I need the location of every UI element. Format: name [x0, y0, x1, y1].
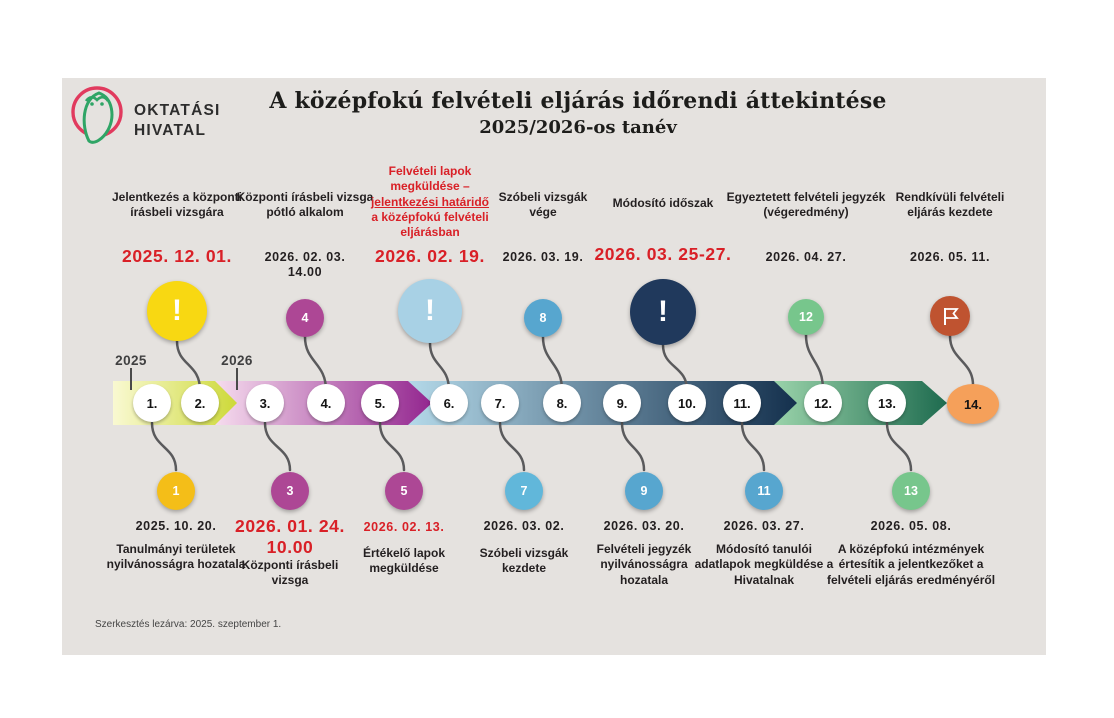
top-event-1-badge: !	[147, 281, 207, 341]
top-event-1-date: 2025. 12. 01.	[122, 246, 232, 266]
connector-bottom-2	[263, 421, 292, 472]
oktatasi-hivatal-logo: OKTATÁSI HIVATAL	[70, 84, 300, 154]
label-part-2: a középfokú felvételi eljárásban	[371, 210, 489, 240]
bottom-event-5-label: Felvételi jegyzék nyilvánosságra hozatal…	[596, 542, 692, 587]
timeline-point-6: 6.	[430, 384, 468, 422]
top-event-6-label: Egyeztetett felvételi jegyzék (végeredmé…	[726, 190, 886, 220]
timeline-point-10: 10.	[668, 384, 706, 422]
top-event-1-label: Jelentkezés a központi írásbeli vizsgára	[111, 190, 243, 220]
timeline-point-3: 3.	[246, 384, 284, 422]
top-event-3-date: 2026. 02. 19.	[375, 246, 485, 266]
connector-top-2	[303, 335, 328, 392]
bottom-event-2-date: 2026. 01. 24. 10.00	[205, 516, 375, 558]
connector-top-7	[948, 334, 975, 387]
top-event-7-badge	[930, 296, 970, 336]
time-line: 14.00	[287, 265, 323, 279]
year-label-2026: 2026	[221, 353, 253, 368]
exclamation-icon: !	[425, 294, 435, 327]
bottom-event-3-badge: 5	[385, 472, 423, 510]
top-event-7-date: 2026. 05. 11.	[909, 250, 991, 264]
page-subtitle: 2025/2026-os tanév	[479, 117, 677, 138]
logo-line2: HIVATAL	[134, 122, 207, 140]
connector-top-3	[428, 341, 451, 392]
top-event-5-date: 2026. 03. 25-27.	[594, 244, 732, 264]
timeline-point-13: 13.	[868, 384, 906, 422]
connector-bottom-7	[885, 421, 913, 472]
top-event-4-label: Szóbeli vizsgák vége	[498, 190, 588, 220]
timeline-point-11: 11.	[723, 384, 761, 422]
bottom-event-1-date: 2025. 10. 20.	[135, 519, 217, 533]
page-title: A középfokú felvételi eljárás időrendi á…	[269, 88, 887, 114]
connector-top-6	[804, 333, 825, 392]
connector-top-4	[541, 335, 564, 392]
top-event-2-label: Központi írásbeli vizsga pótló alkalom	[236, 190, 374, 220]
label-part-underlined: jelentkezési határidő	[370, 194, 490, 209]
bottom-event-4-badge: 7	[505, 472, 543, 510]
bottom-event-4-label: Szóbeli vizsgák kezdete	[479, 546, 569, 576]
top-event-5-label: Módosító időszak	[612, 196, 714, 210]
timeline-point-14: 14.	[947, 384, 999, 424]
connector-bottom-1	[150, 421, 178, 472]
time-line: 10.00	[266, 537, 314, 557]
timeline-point-4: 4.	[307, 384, 345, 422]
bottom-event-6-badge: 11	[745, 472, 783, 510]
bottom-event-2-label: Központi írásbeli vizsga	[241, 558, 339, 588]
bottom-event-1-label: Tanulmányi területek nyilvánosságra hoza…	[106, 542, 246, 572]
timeline-point-9: 9.	[603, 384, 641, 422]
bottom-event-3-label: Értékelő lapok megküldése	[362, 546, 446, 576]
top-event-5-badge: !	[630, 279, 696, 345]
top-event-2-date: 2026. 02. 03. 14.00	[220, 250, 390, 280]
owl-logo-icon	[71, 86, 123, 144]
flag-icon	[944, 308, 959, 325]
bottom-event-4-date: 2026. 03. 02.	[483, 519, 565, 533]
exclamation-icon: !	[658, 295, 668, 328]
infographic-panel: OKTATÁSI HIVATAL A középfokú felvételi e…	[62, 78, 1046, 655]
top-event-3-label: Felvételi lapok megküldése – jelentkezés…	[362, 164, 498, 241]
top-event-4-badge: 8	[524, 299, 562, 337]
timeline-point-2: 2.	[181, 384, 219, 422]
bottom-event-5-date: 2026. 03. 20.	[603, 519, 685, 533]
connector-lines	[150, 333, 975, 472]
bottom-event-7-badge: 13	[892, 472, 930, 510]
connector-bottom-6	[740, 421, 766, 472]
connector-bottom-5	[620, 421, 646, 472]
timeline-point-12: 12.	[804, 384, 842, 422]
bottom-event-1-badge: 1	[157, 472, 195, 510]
top-event-7-label: Rendkívüli felvételi eljárás kezdete	[895, 190, 1005, 220]
timeline-arrow-segment-4	[774, 381, 947, 425]
top-event-6-badge: 12	[788, 299, 824, 335]
bottom-event-6-date: 2026. 03. 27.	[723, 519, 805, 533]
connector-bottom-4	[498, 421, 526, 472]
top-event-4-date: 2026. 03. 19.	[502, 250, 584, 264]
year-label-2025: 2025	[115, 353, 147, 368]
bottom-event-2-badge: 3	[271, 472, 309, 510]
bottom-event-3-date: 2026. 02. 13.	[363, 520, 445, 534]
date-line: 2026. 02. 03.	[264, 250, 346, 264]
exclamation-icon: !	[172, 294, 182, 327]
connector-top-1	[175, 339, 202, 392]
logo-line1: OKTATÁSI	[134, 102, 221, 119]
date-line: 2026. 01. 24.	[235, 516, 345, 536]
bottom-event-7-date: 2026. 05. 08.	[870, 519, 952, 533]
top-event-3-badge: !	[398, 279, 462, 343]
top-event-6-date: 2026. 04. 27.	[765, 250, 847, 264]
top-event-2-badge: 4	[286, 299, 324, 337]
bottom-event-6-label: Módosító tanulói adatlapok megküldése a …	[694, 542, 834, 587]
timeline-point-1: 1.	[133, 384, 171, 422]
connector-bottom-3	[378, 421, 406, 472]
bottom-event-7-label: A középfokú intézmények értesítik a jele…	[826, 542, 996, 587]
bottom-event-5-badge: 9	[625, 472, 663, 510]
editorial-footnote: Szerkesztés lezárva: 2025. szeptember 1.	[95, 619, 282, 630]
timeline-point-5: 5.	[361, 384, 399, 422]
label-part-1: Felvételi lapok megküldése –	[388, 164, 472, 194]
timeline-point-8: 8.	[543, 384, 581, 422]
timeline-point-7: 7.	[481, 384, 519, 422]
header: A középfokú felvételi eljárás időrendi á…	[258, 88, 898, 138]
logo-text: OKTATÁSI HIVATAL	[134, 101, 221, 141]
